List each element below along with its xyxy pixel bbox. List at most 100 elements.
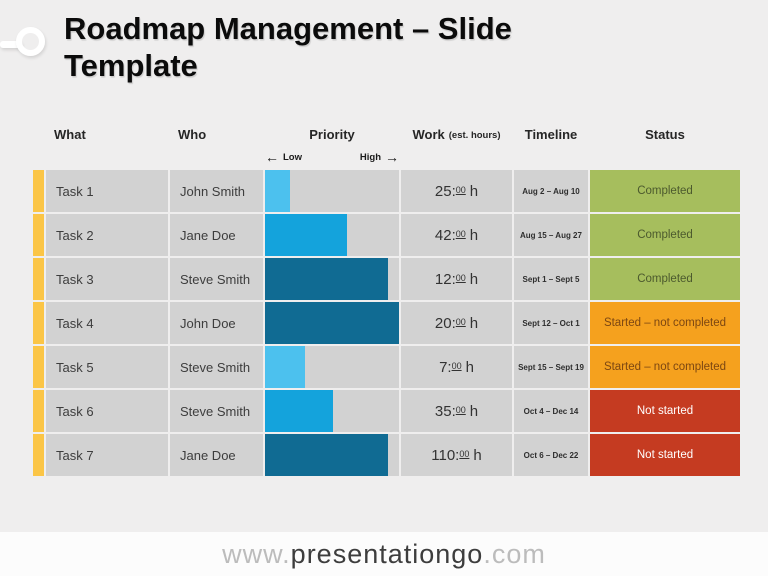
priority-cell [265,258,399,300]
priority-scale-low: ← Low [265,150,302,164]
work-minutes-sup: 00 [455,185,466,195]
row-accent-strip [33,434,44,476]
column-header-priority: Priority [309,126,355,142]
timeline-cell: Aug 2 – Aug 10 [514,170,588,212]
work-minutes-sup: 00 [459,449,470,459]
work-cell: 110: 00 h [401,434,512,476]
priority-bar [265,302,399,344]
table-rows: Task 1 John Smith 25: 00 h Aug 2 – Aug 10 … [33,170,740,476]
task-cell: Task 3 [46,258,168,300]
work-unit: h [469,402,479,420]
work-minutes-sup: 00 [455,229,466,239]
who-cell: Steve Smith [170,346,263,388]
priority-cell [265,214,399,256]
priority-bar [265,258,389,300]
priority-cell [265,346,399,388]
work-minutes-sup: 00 [455,273,466,283]
column-header-status: Status [645,126,685,142]
priority-bar [265,170,291,212]
footer-watermark: www. presentationgo .com [0,532,768,576]
footer-com: .com [483,538,546,569]
priority-scale: ← Low High → [265,149,399,165]
work-cell: 25: 00 h [401,170,512,212]
work-hours: 42: [434,226,456,244]
row-accent-strip [33,390,44,432]
right-arrow-icon: → [385,149,399,165]
row-accent-strip [33,214,44,256]
who-cell: Steve Smith [170,390,263,432]
row-accent-strip [33,258,44,300]
title-decor-ring-icon [16,27,45,56]
work-unit: h [469,270,479,288]
table-header-row: What Who Priority Work (est. hours) Time… [33,123,740,145]
work-unit: h [469,226,479,244]
priority-cell [265,302,399,344]
status-cell: Started – not completed [590,346,740,388]
page-title-line2: Template [64,48,198,84]
status-cell: Not started [590,390,740,432]
work-hours: 25: [434,182,456,200]
task-cell: Task 4 [46,302,168,344]
timeline-cell: Aug 15 – Aug 27 [514,214,588,256]
column-header-what: What [54,126,86,142]
work-cell: 7: 00 h [401,346,512,388]
priority-bar [265,346,306,388]
status-cell: Completed [590,170,740,212]
page-title: Roadmap Management – Slide Template [64,10,512,84]
status-cell: Not started [590,434,740,476]
task-cell: Task 1 [46,170,168,212]
status-cell: Completed [590,258,740,300]
work-cell: 20: 00 h [401,302,512,344]
priority-cell [265,434,399,476]
who-cell: Steve Smith [170,258,263,300]
priority-scale-high: High → [360,150,399,164]
work-cell: 42: 00 h [401,214,512,256]
priority-scale-high-label: High [359,151,381,163]
footer-brand: presentationgo [290,538,484,569]
priority-bar [265,214,347,256]
who-cell: Jane Doe [170,434,263,476]
column-header-work: Work (est. hours) [401,123,512,145]
who-cell: Jane Doe [170,214,263,256]
priority-cell [265,170,399,212]
work-cell: 12: 00 h [401,258,512,300]
row-accent-strip [33,170,44,212]
column-header-who: Who [178,126,207,142]
who-cell: John Doe [170,302,263,344]
timeline-cell: Oct 6 – Dec 22 [514,434,588,476]
status-cell: Started – not completed [590,302,740,344]
work-unit: h [465,358,474,376]
work-minutes-sup: 00 [455,405,466,415]
work-hours: 7: [439,358,452,376]
work-minutes-sup: 00 [451,361,462,371]
priority-scale-low-label: Low [283,151,302,163]
header-spacer [33,123,44,145]
work-unit: h [469,314,479,332]
task-cell: Task 6 [46,390,168,432]
work-hours: 110: [431,446,460,464]
row-accent-strip [33,346,44,388]
column-header-work-label: Work [412,126,445,142]
timeline-cell: Sept 12 – Oct 1 [514,302,588,344]
title-decor-line [0,41,22,48]
page-title-line1: Roadmap Management – Slide [64,11,512,46]
priority-bar [265,434,389,476]
left-arrow-icon: ← [265,149,279,165]
work-unit: h [473,446,482,464]
timeline-cell: Sept 15 – Sept 19 [514,346,588,388]
who-cell: John Smith [170,170,263,212]
work-hours: 35: [434,402,456,420]
timeline-cell: Sept 1 – Sept 5 [514,258,588,300]
work-unit: h [469,182,479,200]
work-cell: 35: 00 h [401,390,512,432]
column-header-work-note: (est. hours) [448,129,501,141]
priority-bar [265,390,334,432]
row-accent-strip [33,302,44,344]
work-minutes-sup: 00 [455,317,466,327]
status-cell: Completed [590,214,740,256]
priority-cell [265,390,399,432]
work-hours: 20: [434,314,456,332]
task-cell: Task 5 [46,346,168,388]
footer-www: www. [222,538,291,569]
